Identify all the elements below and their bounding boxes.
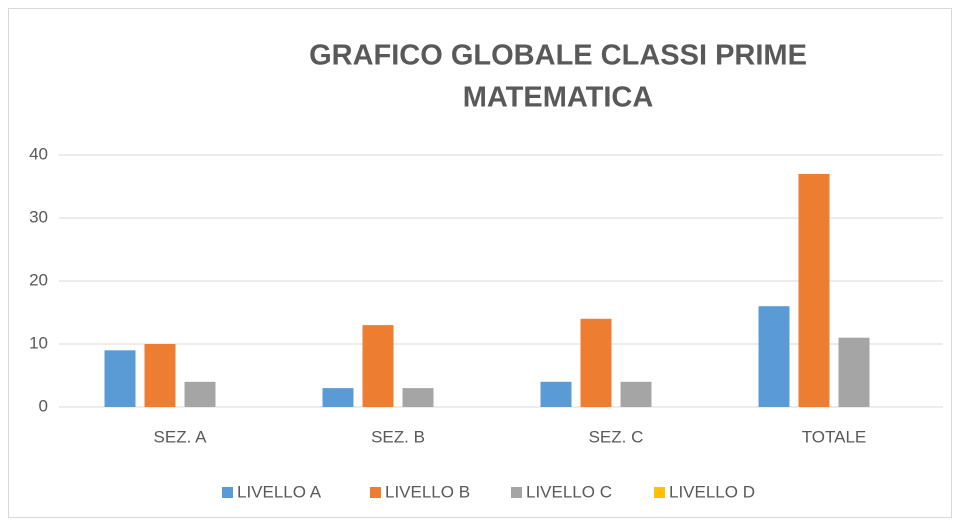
x-tick-label: SEZ. C: [589, 427, 644, 446]
y-tick-label: 10: [29, 333, 48, 352]
bar: [838, 337, 870, 407]
bar: [322, 388, 354, 407]
legend-label: LIVELLO D: [669, 482, 755, 501]
legend-swatch: [654, 487, 665, 498]
y-tick-label: 30: [29, 207, 48, 226]
bar: [144, 344, 176, 407]
bar: [798, 173, 830, 407]
legend-label: LIVELLO B: [385, 482, 470, 501]
legend-label: LIVELLO C: [526, 482, 612, 501]
x-tick-label: TOTALE: [802, 427, 867, 446]
bar: [402, 388, 434, 407]
chart-frame: [8, 8, 952, 518]
y-tick-label: 0: [39, 396, 48, 415]
bar: [580, 318, 612, 407]
bar: [620, 381, 652, 407]
bar: [540, 381, 572, 407]
legend-swatch: [370, 487, 381, 498]
legend-swatch: [222, 487, 233, 498]
legend-swatch: [511, 487, 522, 498]
x-tick-label: SEZ. B: [371, 427, 425, 446]
x-tick-label: SEZ. A: [154, 427, 208, 446]
chart-title: MATEMATICA: [463, 82, 654, 114]
y-tick-label: 40: [29, 144, 48, 163]
bar: [758, 306, 790, 407]
chart-title: GRAFICO GLOBALE CLASSI PRIME: [309, 40, 807, 72]
bar: [362, 325, 394, 407]
bar: [104, 350, 136, 407]
y-tick-label: 20: [29, 270, 48, 289]
legend-label: LIVELLO A: [237, 482, 322, 501]
bar: [184, 381, 216, 407]
